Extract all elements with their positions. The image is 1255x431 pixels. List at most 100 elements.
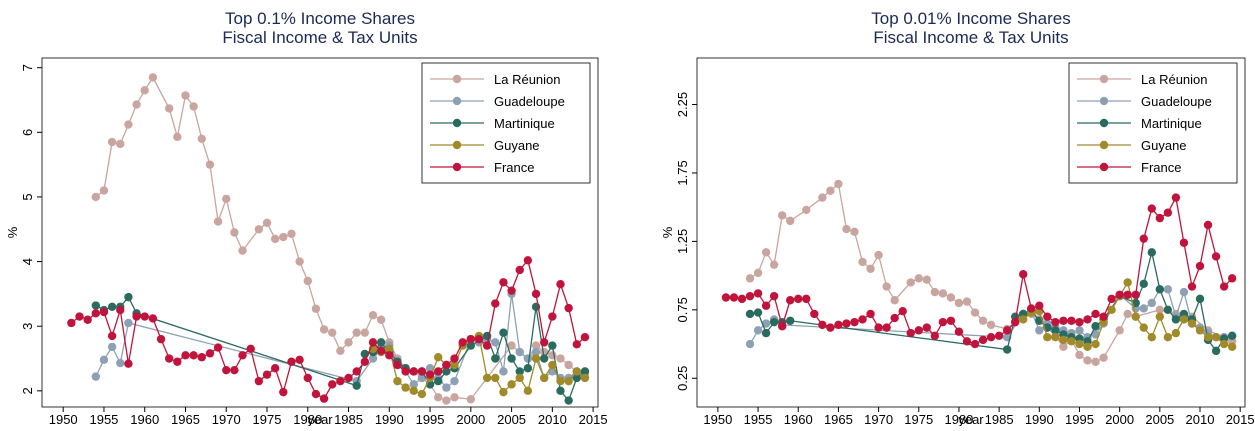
- point: [393, 376, 402, 386]
- point: [729, 293, 739, 302]
- point: [222, 365, 231, 375]
- point: [458, 338, 467, 347]
- point: [499, 387, 508, 397]
- point: [1010, 317, 1020, 327]
- point: [107, 137, 117, 147]
- x-tick-label: 1995: [416, 412, 445, 426]
- point: [148, 73, 158, 82]
- point: [556, 376, 565, 386]
- point: [572, 373, 582, 383]
- point: [1002, 326, 1012, 335]
- point: [548, 351, 557, 360]
- point: [556, 280, 565, 289]
- point: [466, 334, 476, 344]
- point: [450, 393, 459, 402]
- point: [401, 367, 410, 376]
- point: [523, 354, 533, 363]
- y-tick-label: 1.25: [675, 229, 690, 254]
- point: [303, 373, 312, 383]
- point: [970, 308, 980, 317]
- point: [523, 386, 533, 396]
- legend-label: Guadeloupe: [1141, 94, 1212, 109]
- y-tick-label: 6: [20, 129, 35, 136]
- point: [442, 383, 451, 392]
- point: [515, 347, 524, 357]
- point: [1043, 333, 1052, 342]
- point: [1147, 204, 1156, 213]
- point: [474, 334, 484, 344]
- point: [189, 102, 198, 111]
- point: [124, 292, 133, 302]
- point: [1027, 304, 1036, 313]
- y-axis-label: %: [5, 226, 20, 238]
- series-line: [725, 195, 1233, 345]
- point: [1179, 315, 1189, 324]
- chart-title: Top 0.1% Income Shares: [225, 9, 415, 28]
- x-tick-label: 2010: [538, 412, 567, 426]
- x-tick-label: 1950: [49, 412, 78, 426]
- point: [124, 120, 133, 129]
- point: [336, 346, 345, 355]
- point: [572, 367, 582, 376]
- point: [181, 91, 190, 100]
- point: [205, 349, 215, 358]
- point: [978, 316, 988, 325]
- point: [1219, 339, 1229, 349]
- point: [491, 354, 500, 363]
- point: [962, 297, 972, 306]
- point: [1091, 309, 1100, 319]
- x-tick-label: 1965: [824, 412, 853, 426]
- point: [287, 229, 296, 238]
- point: [531, 341, 541, 350]
- point: [580, 333, 590, 342]
- x-tick-label: 1955: [89, 412, 118, 426]
- point: [352, 381, 361, 390]
- x-tick-label: 1975: [904, 412, 933, 426]
- point: [491, 299, 500, 308]
- point: [1187, 282, 1197, 291]
- point: [132, 312, 141, 321]
- x-tick-label: 2015: [1226, 412, 1255, 426]
- point: [818, 320, 827, 330]
- point: [786, 216, 795, 226]
- point: [385, 351, 394, 360]
- point: [761, 328, 771, 338]
- point: [548, 360, 557, 370]
- point: [189, 351, 198, 360]
- x-axis-label: year: [307, 412, 333, 426]
- point: [442, 396, 451, 405]
- point: [213, 217, 223, 226]
- legend-marker: [452, 162, 462, 172]
- point: [1195, 326, 1205, 335]
- point: [270, 364, 280, 373]
- legend-marker: [452, 74, 462, 84]
- point: [1067, 316, 1076, 325]
- point: [311, 304, 321, 313]
- point: [352, 367, 361, 376]
- point: [531, 289, 541, 299]
- point: [442, 367, 451, 376]
- point: [954, 327, 964, 336]
- point: [91, 192, 101, 202]
- point: [99, 186, 109, 195]
- point: [930, 287, 940, 297]
- point: [986, 320, 996, 330]
- point: [409, 386, 418, 396]
- point: [279, 387, 288, 397]
- point: [499, 278, 508, 287]
- point: [238, 351, 247, 360]
- point: [173, 357, 182, 366]
- point: [794, 294, 803, 304]
- point: [564, 396, 573, 405]
- point: [197, 353, 206, 362]
- point: [116, 358, 125, 368]
- legend-marker: [1099, 118, 1109, 128]
- point: [1019, 315, 1028, 324]
- legend-label: Guyane: [1141, 138, 1187, 153]
- point: [295, 355, 304, 365]
- point: [753, 268, 763, 278]
- point: [556, 386, 565, 396]
- point: [834, 320, 843, 330]
- point: [1091, 357, 1100, 367]
